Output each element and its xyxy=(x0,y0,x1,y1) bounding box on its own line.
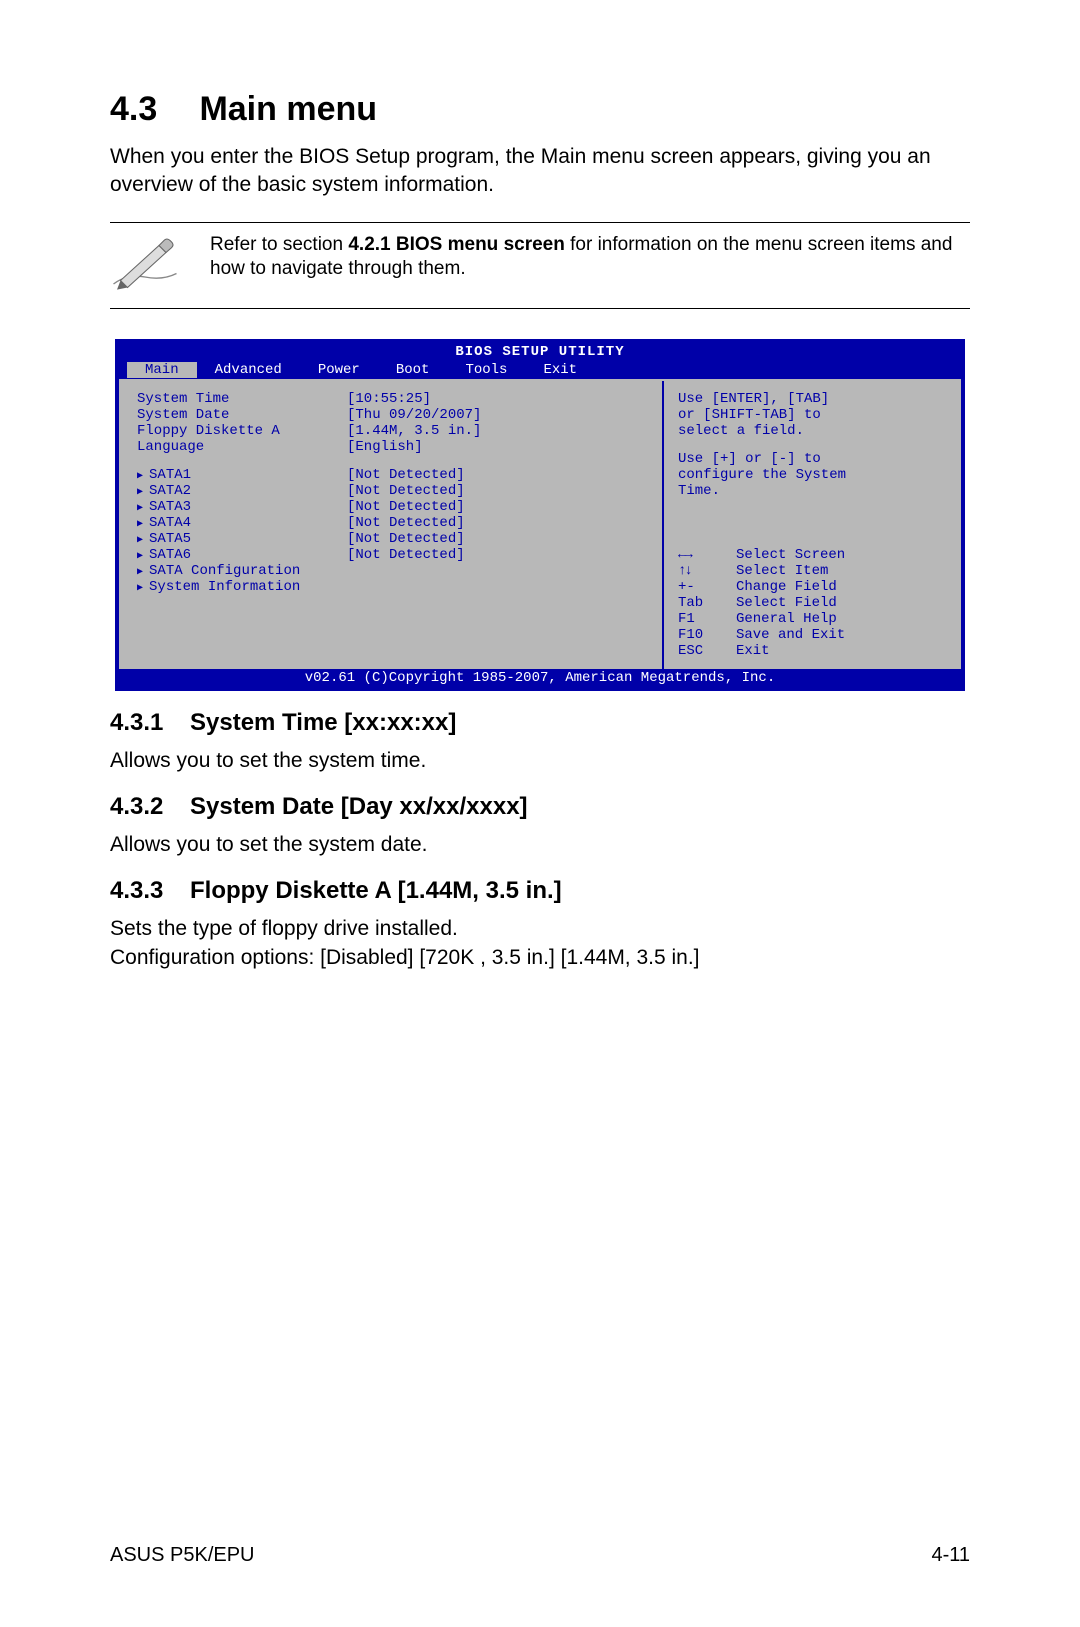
bios-tab-advanced: Advanced xyxy=(197,362,300,378)
pencil-icon xyxy=(110,233,180,298)
intro-paragraph: When you enter the BIOS Setup program, t… xyxy=(110,143,970,200)
footer-right: 4-11 xyxy=(931,1544,970,1567)
bios-key-row: Select Screen xyxy=(678,547,949,563)
note-bold: 4.2.1 BIOS menu screen xyxy=(348,234,565,255)
bios-tab-tools: Tools xyxy=(447,362,525,378)
subsection-body: Allows you to set the system date. xyxy=(110,831,970,859)
bios-tab-exit: Exit xyxy=(525,362,595,378)
bios-sata-row: SATA5[Not Detected] xyxy=(137,531,652,547)
bios-title: BIOS SETUP UTILITY xyxy=(119,343,961,361)
bios-tab-main: Main xyxy=(127,362,197,378)
section-title-text: Main menu xyxy=(199,90,377,128)
bios-key-row: Select Item xyxy=(678,563,949,579)
bios-key-row: F1General Help xyxy=(678,611,949,627)
bios-tabs: MainAdvancedPowerBootToolsExit xyxy=(119,361,961,379)
subsection-heading: 4.3.2System Date [Day xx/xx/xxxx] xyxy=(110,793,970,821)
bios-sata-row: SATA4[Not Detected] xyxy=(137,515,652,531)
bios-key-row: +-Change Field xyxy=(678,579,949,595)
bios-sata-row: SATA1[Not Detected] xyxy=(137,467,652,483)
bios-key-row: F10Save and Exit xyxy=(678,627,949,643)
bios-submenu: SATA Configuration xyxy=(137,563,652,579)
bios-right-pane: Use [ENTER], [TAB] or [SHIFT-TAB] to sel… xyxy=(664,381,961,669)
bios-sata-row: SATA2[Not Detected] xyxy=(137,483,652,499)
subsection-heading: 4.3.1System Time [xx:xx:xx] xyxy=(110,709,970,737)
bios-field: Floppy Diskette A[1.44M, 3.5 in.] xyxy=(137,423,652,439)
bios-sata-row: SATA3[Not Detected] xyxy=(137,499,652,515)
bios-key-row: ESCExit xyxy=(678,643,949,659)
subsection-body: Sets the type of floppy drive installed.… xyxy=(110,915,970,972)
page-footer: ASUS P5K/EPU 4-11 xyxy=(110,1544,970,1567)
bios-field: System Time[10:55:25] xyxy=(137,391,652,407)
bios-help2: Use [+] or [-] to configure the System T… xyxy=(678,451,949,499)
note-block: Refer to section 4.2.1 BIOS menu screen … xyxy=(110,222,970,309)
bios-copyright: v02.61 (C)Copyright 1985-2007, American … xyxy=(119,669,961,687)
bios-screenshot: BIOS SETUP UTILITY MainAdvancedPowerBoot… xyxy=(115,339,965,691)
bios-field: Language[English] xyxy=(137,439,652,455)
bios-key-row: TabSelect Field xyxy=(678,595,949,611)
subsection-heading: 4.3.3Floppy Diskette A [1.44M, 3.5 in.] xyxy=(110,877,970,905)
footer-left: ASUS P5K/EPU xyxy=(110,1544,255,1567)
bios-tab-boot: Boot xyxy=(378,362,448,378)
note-text: Refer to section 4.2.1 BIOS menu screen … xyxy=(210,233,970,282)
bios-key-help: Select ScreenSelect Item+-Change FieldTa… xyxy=(678,547,949,659)
subsection-body: Allows you to set the system time. xyxy=(110,747,970,775)
bios-help1: Use [ENTER], [TAB] or [SHIFT-TAB] to sel… xyxy=(678,391,949,439)
section-number: 4.3 xyxy=(110,90,190,129)
bios-left-pane: System Time[10:55:25]System Date[Thu 09/… xyxy=(119,381,664,669)
bios-tab-power: Power xyxy=(300,362,378,378)
note-pre: Refer to section xyxy=(210,234,348,255)
bios-submenu: System Information xyxy=(137,579,652,595)
bios-field: System Date[Thu 09/20/2007] xyxy=(137,407,652,423)
bios-sata-row: SATA6[Not Detected] xyxy=(137,547,652,563)
section-heading: 4.3 Main menu xyxy=(110,90,970,129)
